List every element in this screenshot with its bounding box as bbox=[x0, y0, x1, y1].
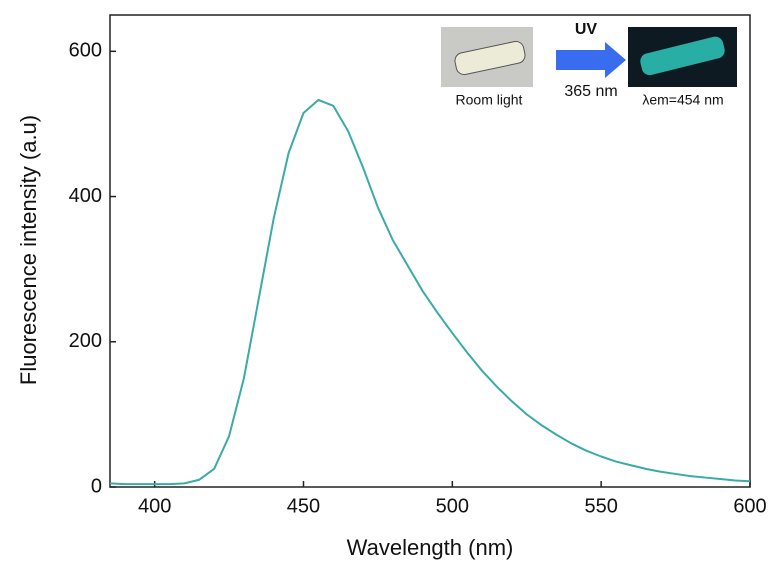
x-tick-label: 500 bbox=[436, 495, 469, 517]
x-tick-label: 550 bbox=[584, 495, 617, 517]
plot-frame bbox=[109, 14, 751, 488]
room-light-label: Room light bbox=[456, 92, 523, 108]
y-tick-label: 200 bbox=[69, 330, 102, 352]
y-axis-label: Fluorescence intensity (a.u) bbox=[16, 115, 41, 385]
uv-label: UV bbox=[575, 21, 598, 38]
crystal bbox=[454, 40, 526, 76]
y-tick-label: 0 bbox=[91, 475, 102, 497]
y-tick-label: 400 bbox=[69, 185, 102, 207]
x-tick-label: 450 bbox=[287, 495, 320, 517]
x-axis-label: Wavelength (nm) bbox=[347, 535, 514, 560]
uv-arrow bbox=[556, 42, 626, 78]
spectrum-line bbox=[109, 98, 751, 486]
emission-label: λem=454 nm bbox=[642, 92, 723, 108]
x-tick-label: 400 bbox=[138, 495, 171, 517]
crystal-glow bbox=[640, 36, 725, 76]
excitation-label: 365 nm bbox=[564, 83, 617, 100]
x-tick-label: 600 bbox=[733, 495, 766, 517]
y-tick-label: 600 bbox=[69, 40, 102, 62]
